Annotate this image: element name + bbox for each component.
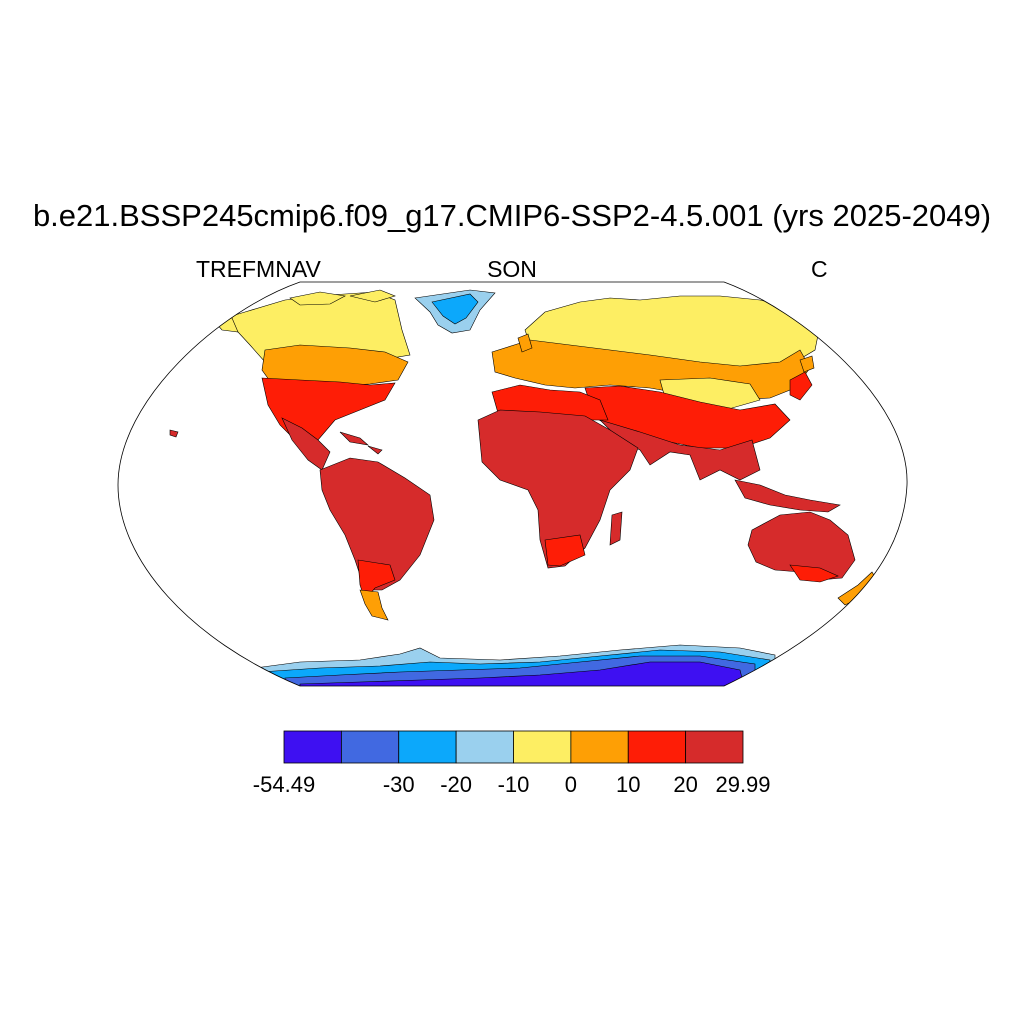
uk-ireland bbox=[517, 333, 533, 353]
asia-south-hot bbox=[599, 419, 761, 481]
sa-south-red bbox=[357, 559, 396, 601]
arctic-islands bbox=[289, 289, 396, 306]
globe-outline bbox=[117, 281, 908, 687]
variable-name: TREFMNAV bbox=[196, 256, 321, 282]
japan-north bbox=[799, 355, 815, 373]
colorbar-label: -20 bbox=[440, 772, 472, 797]
na-red-band bbox=[261, 377, 396, 446]
japan bbox=[789, 371, 813, 401]
antarctica-core bbox=[299, 661, 746, 686]
colorbar-label: 10 bbox=[616, 772, 640, 797]
colorbar-swatch-4 bbox=[455, 730, 514, 764]
madagascar bbox=[609, 511, 623, 546]
australia-south-red bbox=[789, 564, 839, 583]
colorbar-swatch-5 bbox=[513, 730, 572, 764]
australia-main bbox=[747, 511, 856, 581]
colorbar-swatch-1 bbox=[283, 730, 342, 764]
colorbar: -54.49 -30 -20 -10 0 10 20 29.99 bbox=[253, 730, 771, 797]
map-area bbox=[169, 289, 879, 686]
colorbar-label: -10 bbox=[498, 772, 530, 797]
na-central-hot bbox=[281, 417, 331, 471]
units-label: C bbox=[811, 256, 828, 282]
greenland-inner bbox=[431, 293, 479, 325]
colorbar-swatch-2 bbox=[340, 730, 400, 764]
africa bbox=[477, 384, 639, 569]
season-label: SON bbox=[487, 256, 537, 282]
sa-main bbox=[319, 457, 435, 591]
se-asia-islands bbox=[734, 479, 841, 513]
colorbar-label: 29.99 bbox=[715, 772, 770, 797]
colorbar-swatch-3 bbox=[398, 730, 457, 764]
north-america bbox=[169, 289, 411, 471]
eurasia bbox=[491, 295, 841, 513]
colorbar-swatch-8 bbox=[685, 730, 744, 764]
greenland-region bbox=[414, 289, 496, 334]
colorbar-label: -30 bbox=[383, 772, 415, 797]
hawaii bbox=[169, 429, 179, 438]
plot-title: b.e21.BSSP245cmip6.f09_g17.CMIP6-SSP2-4.… bbox=[32, 198, 992, 233]
oceania bbox=[747, 511, 879, 606]
africa-south-red bbox=[544, 534, 586, 567]
colorbar-swatch-6 bbox=[570, 730, 629, 764]
antarctica bbox=[254, 644, 776, 686]
sa-south-orange bbox=[359, 589, 389, 621]
africa-main bbox=[477, 409, 639, 569]
colorbar-label: 0 bbox=[565, 772, 577, 797]
south-america bbox=[319, 457, 435, 621]
colorbar-swatch-7 bbox=[627, 730, 687, 764]
colorbar-label: 20 bbox=[673, 772, 697, 797]
caribbean-islands bbox=[339, 431, 383, 455]
colorbar-label: -54.49 bbox=[253, 772, 315, 797]
